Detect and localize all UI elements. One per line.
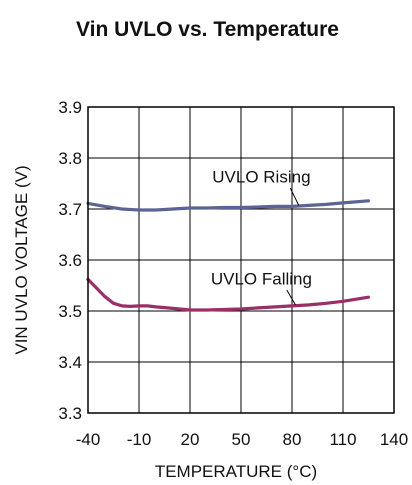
series-line-uvlo-falling bbox=[86, 277, 371, 312]
y-tick-label: 3.7 bbox=[58, 200, 82, 219]
grid bbox=[88, 107, 394, 413]
x-tick-label: 140 bbox=[380, 430, 408, 449]
series-label-leader bbox=[289, 187, 300, 206]
series-layer bbox=[86, 199, 371, 312]
y-tick-label: 3.8 bbox=[58, 149, 82, 168]
plot-border bbox=[87, 106, 395, 414]
y-tick-label: 3.4 bbox=[58, 353, 82, 372]
x-tick-label: -40 bbox=[76, 430, 101, 449]
x-axis-label: TEMPERATURE (°C) bbox=[155, 462, 317, 481]
x-tick-label: 50 bbox=[232, 430, 251, 449]
y-tick-label: 3.9 bbox=[58, 98, 82, 117]
series-label-uvlo-falling: UVLO Falling bbox=[211, 269, 312, 288]
series-label-uvlo-rising: UVLO Rising bbox=[212, 167, 310, 186]
y-tick-label: 3.3 bbox=[58, 404, 82, 423]
y-tick-label: 3.5 bbox=[58, 302, 82, 321]
x-tick-label: -10 bbox=[127, 430, 152, 449]
tick-labels: -40 -10 20 50 80 110 140 3.3 3.4 3.5 3.6 3.7 3.8 3.9 bbox=[58, 98, 408, 449]
x-tick-label: 20 bbox=[181, 430, 200, 449]
y-axis-label: VIN UVLO VOLTAGE (V) bbox=[12, 165, 31, 354]
plot-frame bbox=[87, 106, 395, 414]
x-tick-label: 110 bbox=[329, 430, 356, 449]
series-line-uvlo-rising bbox=[86, 199, 371, 212]
series-label-leader bbox=[286, 289, 296, 306]
series-labels: UVLO Rising UVLO Falling bbox=[211, 167, 312, 306]
x-tick-label: 80 bbox=[283, 430, 302, 449]
y-tick-label: 3.6 bbox=[58, 251, 82, 270]
chart-title: Vin UVLO vs. Temperature bbox=[76, 18, 339, 41]
